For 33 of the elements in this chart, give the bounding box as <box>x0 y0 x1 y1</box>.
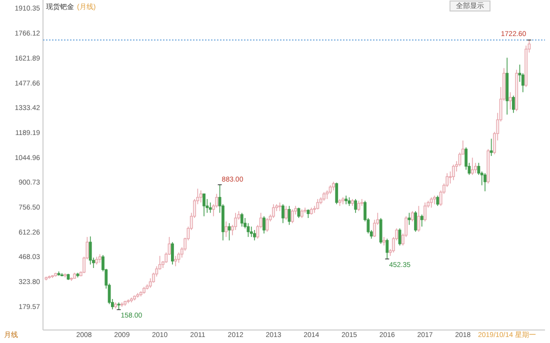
candlestick <box>386 238 389 260</box>
candlestick <box>436 195 440 206</box>
candlestick <box>240 212 244 228</box>
candlestick <box>253 230 256 241</box>
candlestick <box>335 182 338 205</box>
candlestick <box>266 218 269 232</box>
candlestick <box>174 256 178 267</box>
candlestick <box>512 95 515 114</box>
candlestick <box>262 216 266 234</box>
candlestick <box>208 202 212 214</box>
candlestick <box>354 198 358 214</box>
candlestick <box>470 157 474 176</box>
candlestick <box>224 221 228 238</box>
candlestick <box>316 198 320 210</box>
candlestick <box>490 138 493 156</box>
candlestick <box>414 210 418 232</box>
candlestick <box>408 212 411 226</box>
candlestick <box>410 210 414 222</box>
candlestick <box>452 164 455 180</box>
candlestick <box>290 208 294 224</box>
candlestick <box>250 226 253 238</box>
candlestick <box>88 236 92 265</box>
candlestick <box>484 172 486 192</box>
candlestick <box>199 190 202 203</box>
candlestick <box>202 193 206 217</box>
candlestick <box>170 242 174 265</box>
candlestick <box>284 206 288 220</box>
candlestick <box>272 204 275 218</box>
candlestick <box>281 204 284 224</box>
candlestick <box>379 218 382 244</box>
candlestick <box>424 202 426 222</box>
candlestick <box>420 214 424 228</box>
candlestick <box>430 196 433 208</box>
